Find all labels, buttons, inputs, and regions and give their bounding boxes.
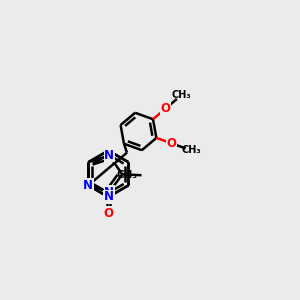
Text: O: O [103, 207, 113, 220]
Text: O: O [167, 137, 177, 150]
Text: N: N [83, 179, 93, 192]
Text: CH₃: CH₃ [182, 146, 201, 155]
Text: N: N [104, 186, 114, 199]
Text: N: N [103, 190, 113, 203]
Text: CH₃: CH₃ [172, 90, 191, 100]
Text: N: N [104, 149, 114, 162]
Text: CH₃: CH₃ [116, 170, 137, 180]
Text: O: O [160, 102, 170, 115]
